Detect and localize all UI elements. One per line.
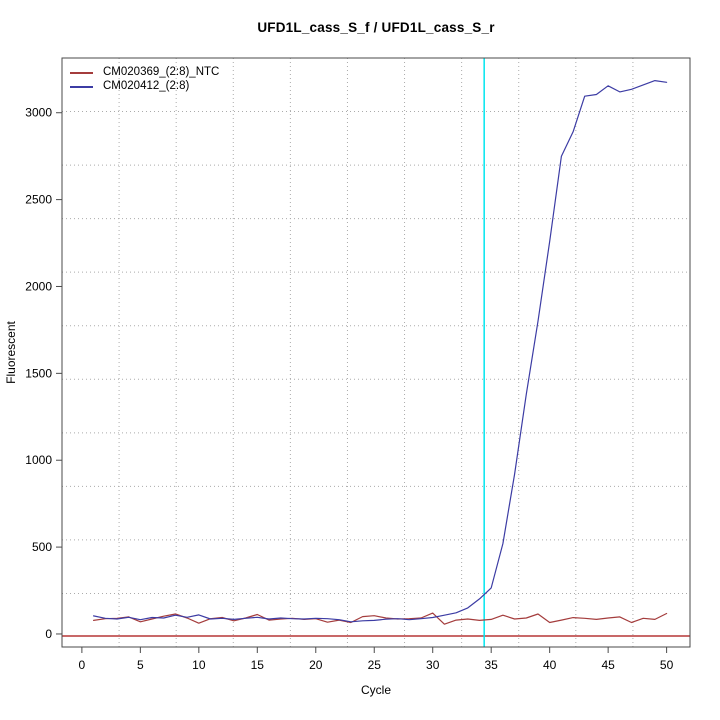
x-tick-label: 35 <box>485 658 499 672</box>
plot-box-frame <box>61 57 691 648</box>
y-tick-label: 1000 <box>25 453 52 467</box>
y-axis-title: Fluorescent <box>4 320 18 383</box>
legend-item-ntc: CM020369_(2:8)_NTC <box>70 66 220 78</box>
y-tick-label: 0 <box>45 627 52 641</box>
y-tick-label: 1500 <box>25 366 52 380</box>
legend: CM020369_(2:8)_NTC CM020412_(2:8) <box>70 66 220 92</box>
y-tick-label: 500 <box>32 540 52 554</box>
legend-item-sample: CM020412_(2:8) <box>70 80 219 92</box>
x-tick-label: 30 <box>426 658 440 672</box>
x-axis-title: Cycle <box>361 683 391 697</box>
x-tick-label: 25 <box>368 658 382 672</box>
y-tick-label: 2500 <box>25 193 52 207</box>
x-tick-label: 20 <box>309 658 323 672</box>
y-tick-label: 2000 <box>25 279 52 293</box>
chart-title: UFD1L_cass_S_f / UFD1L_cass_S_r <box>257 20 495 35</box>
x-tick-label: 0 <box>79 658 86 672</box>
x-tick-label: 50 <box>660 658 674 672</box>
x-tick-label: 5 <box>137 658 144 672</box>
x-tick-label: 45 <box>601 658 615 672</box>
y-tick-label: 3000 <box>25 106 52 120</box>
x-tick-label: 10 <box>192 658 206 672</box>
x-tick-label: 15 <box>251 658 265 672</box>
series-line-CM020369_(2:8)_NTC <box>92 612 668 625</box>
x-tick-label: 40 <box>543 658 557 672</box>
legend-label-sample: CM020412_(2:8) <box>103 80 190 92</box>
legend-line-swatch-sample <box>70 85 93 88</box>
legend-line-swatch-ntc <box>70 71 93 74</box>
series-line-CM020412_(2:8) <box>92 79 668 623</box>
legend-label-ntc: CM020369_(2:8)_NTC <box>103 66 220 78</box>
